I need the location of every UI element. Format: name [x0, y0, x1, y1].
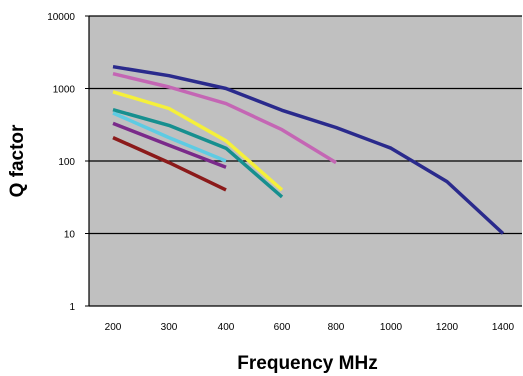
x-tick-label: 1400 [492, 322, 515, 333]
x-tick-labels: 200 300 400 600 800 1000 1200 1400 [105, 322, 515, 333]
gridlines [85, 15, 522, 307]
series-line-3 [112, 90, 284, 192]
x-tick-label: 400 [218, 322, 235, 333]
y-tick-label: 100 [58, 157, 75, 168]
series-line-4 [112, 108, 284, 199]
y-axis-title: Q factor [7, 124, 28, 197]
y-tick-label: 1 [69, 302, 75, 313]
series-line-5 [112, 111, 227, 163]
x-tick-label: 1000 [380, 322, 403, 333]
y-tick-label: 1000 [53, 85, 76, 96]
y-tick-labels: 1 10 100 1000 10000 [47, 12, 75, 313]
x-tick-label: 1200 [436, 322, 459, 333]
series-line-6 [112, 121, 227, 169]
x-tick-label: 300 [161, 322, 178, 333]
series-line-1 [112, 64, 505, 235]
x-tick-label: 600 [274, 322, 291, 333]
series-line-2 [112, 71, 337, 165]
y-tick-label: 10 [64, 230, 76, 241]
x-axis-title: Frequency MHz [237, 353, 377, 374]
series-lines [112, 64, 505, 235]
x-tick-label: 800 [328, 322, 345, 333]
series-line-7 [112, 136, 227, 192]
x-tick-label: 200 [105, 322, 122, 333]
y-tick-label: 10000 [47, 12, 75, 23]
